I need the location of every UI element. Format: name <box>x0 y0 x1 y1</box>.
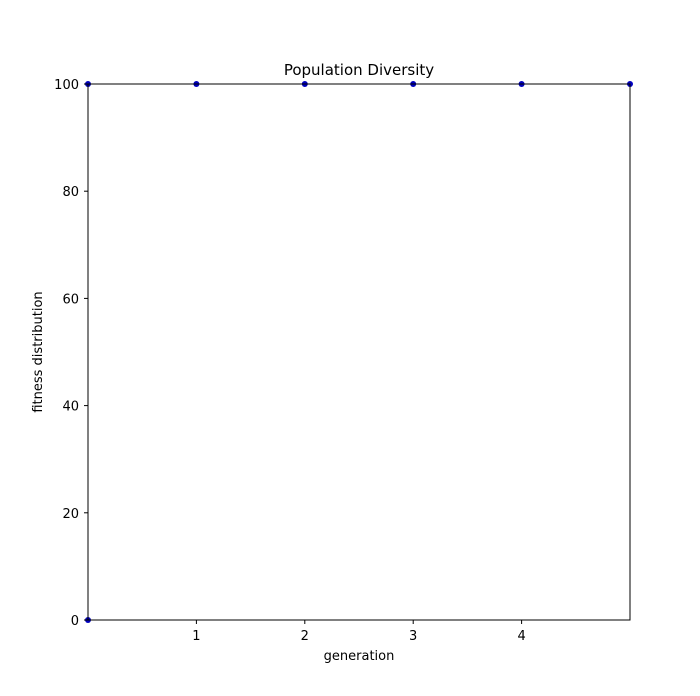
y-tick-label: 40 <box>62 400 79 415</box>
x-tick-label: 4 <box>517 629 525 644</box>
y-tick-label: 80 <box>62 185 79 200</box>
chart-title: Population Diversity <box>284 61 434 79</box>
y-tick-label: 0 <box>71 614 79 629</box>
x-tick-label: 3 <box>409 629 417 644</box>
x-tick-label: 2 <box>301 629 309 644</box>
y-tick-label: 20 <box>62 507 79 522</box>
plot-area <box>85 81 633 623</box>
y-tick-label: 100 <box>54 78 79 93</box>
x-axis-label: generation <box>324 649 395 664</box>
plot-frame <box>87 83 631 621</box>
y-axis-label: fitness distribution <box>31 291 46 412</box>
x-axis-ticks: 1 2 3 4 <box>192 620 526 644</box>
y-axis-ticks: 0 20 40 60 80 100 <box>54 78 88 629</box>
y-tick-label: 60 <box>62 292 79 307</box>
x-tick-label: 1 <box>192 629 200 644</box>
